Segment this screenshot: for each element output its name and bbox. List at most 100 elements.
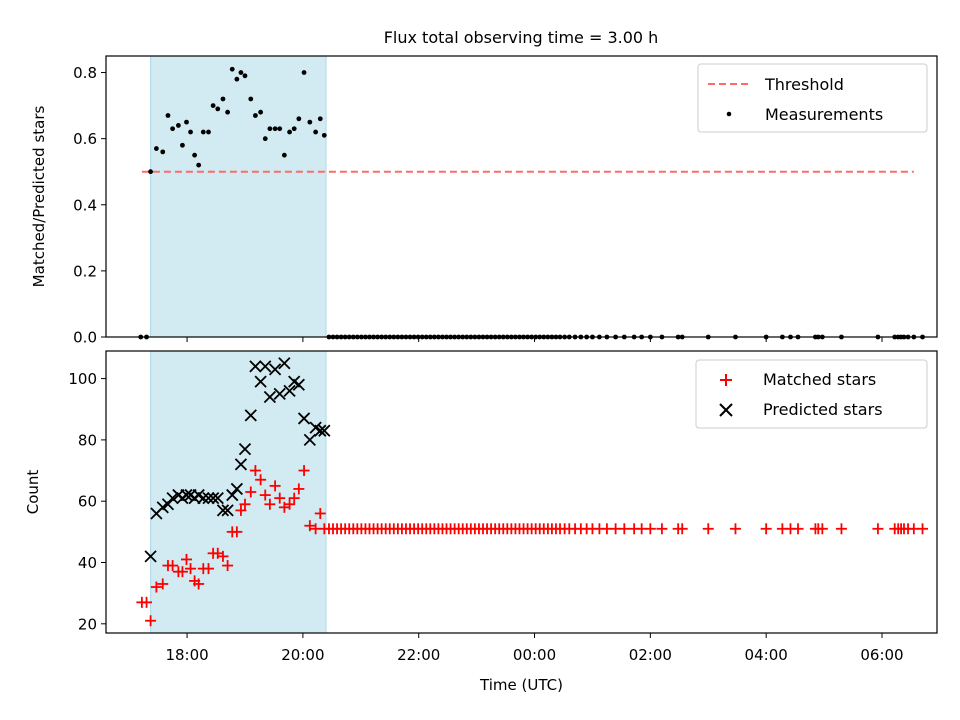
matched-star-point [245, 486, 257, 498]
x-tick-label: 20:00 [281, 646, 324, 664]
predicted-star-point [273, 387, 286, 401]
measurement-point [210, 103, 216, 108]
matched-stars-points [136, 465, 929, 627]
top-x-ticks [186, 337, 883, 342]
measurement-point [165, 113, 171, 118]
predicted-star-point [278, 357, 291, 370]
matched-star-point [835, 523, 847, 535]
measurement-point [229, 66, 235, 72]
measurement-point [220, 96, 226, 102]
measurement-point [277, 126, 283, 132]
measurement-point [258, 109, 264, 115]
predicted-star-point [292, 378, 305, 391]
measurement-point [262, 136, 268, 142]
predicted-star-point [197, 491, 210, 505]
predicted-star-point [297, 412, 311, 425]
measurement-point [234, 76, 240, 82]
matched-star-point [255, 474, 267, 486]
predicted-star-point [202, 491, 215, 505]
measurement-point [272, 126, 278, 132]
matched-star-point [231, 526, 243, 538]
matched-star-point [249, 465, 261, 477]
matched-star-point [293, 483, 305, 495]
predicted-star-point [263, 390, 277, 404]
predicted-star-point [166, 491, 179, 505]
top-observing-window [150, 55, 327, 338]
matched-star-point [264, 498, 276, 510]
matched-star-point [141, 596, 153, 608]
bottom-legend-box [695, 359, 928, 429]
matched-star-point [217, 550, 229, 562]
predicted-star-point [180, 488, 193, 502]
matched-star-point [288, 492, 300, 504]
measurement-point [153, 146, 159, 151]
measurement-point [200, 129, 206, 135]
legend-label-matched: Matched stars [763, 370, 876, 389]
bottom-legend: Matched stars Predicted stars [695, 359, 928, 429]
bottom-y-axis-label: Count [24, 470, 42, 515]
matched-star-point [202, 563, 214, 575]
measurement-point [296, 116, 302, 122]
x-tick-label: 22:00 [397, 646, 440, 664]
measurement-point [188, 129, 193, 135]
top-y-tick-label: 0.0 [73, 329, 97, 347]
matched-star-point [816, 523, 828, 535]
bottom-y-ticks: 20 40 60 80 100 [68, 370, 106, 633]
x-tick-label: 06:00 [860, 646, 903, 664]
predicted-star-point [161, 498, 175, 511]
top-y-tick-label: 0.8 [73, 64, 97, 82]
bottom-y-tick-label: 20 [78, 615, 97, 633]
predicted-stars-points [144, 357, 331, 563]
measurement-point [170, 126, 175, 132]
measurement-point [291, 126, 297, 132]
matched-star-point [193, 578, 205, 590]
x-axis-ticks: 18:00 20:00 22:00 00:00 02:00 04:00 06:00 [165, 633, 904, 664]
top-y-tick-label: 0.2 [73, 262, 97, 280]
chart-title: Flux total observing time = 3.00 h [384, 28, 659, 47]
matched-star-point [176, 566, 188, 578]
legend-label-predicted: Predicted stars [763, 400, 883, 419]
x-tick-label: 00:00 [513, 646, 556, 664]
measurements-legend-swatch [726, 111, 732, 117]
measurement-point [281, 152, 287, 158]
predicted-star-point [283, 384, 296, 397]
predicted-star-point [254, 375, 267, 388]
matched-star-point [167, 560, 179, 572]
matched-star-point [222, 560, 234, 572]
measurement-point [267, 126, 273, 132]
matched-star-point [872, 523, 884, 535]
predicted-star-point [244, 409, 257, 422]
matched-star-point [239, 498, 251, 510]
measurement-point [242, 73, 248, 79]
bottom-y-tick-label: 60 [78, 493, 97, 511]
measurement-point [148, 169, 153, 175]
predicted-star-point [318, 424, 331, 437]
predicted-star-point [211, 491, 224, 505]
matched-star-point [298, 465, 310, 477]
measurement-point [160, 149, 166, 155]
matched-star-point [157, 578, 169, 590]
legend-label-threshold: Threshold [764, 75, 844, 94]
measurement-point [184, 119, 189, 125]
predicted-star-point [226, 488, 239, 502]
predicted-star-point [268, 363, 282, 376]
predicted-star-point [234, 458, 248, 471]
top-legend-box [697, 63, 928, 133]
predicted-star-point [303, 433, 316, 447]
top-legend: Threshold Measurements [697, 63, 928, 133]
matched-star-point [618, 523, 630, 535]
matched-star-point [644, 523, 656, 535]
matched-star-point [917, 523, 929, 535]
measurement-point [321, 132, 327, 138]
predicted-star-point [238, 442, 252, 456]
measurement-point [225, 109, 231, 115]
x-tick-label: 02:00 [629, 646, 672, 664]
bottom-y-tick-label: 80 [78, 431, 97, 449]
predicted-star-point [206, 491, 220, 505]
measurement-point [313, 129, 319, 135]
bottom-panel: 20 40 60 80 100 18:00 20:00 22:00 00:00 02:00 04:… [24, 350, 938, 694]
matched-star-point [180, 553, 192, 565]
matched-star-point [259, 489, 271, 501]
matched-star-point [702, 523, 714, 535]
